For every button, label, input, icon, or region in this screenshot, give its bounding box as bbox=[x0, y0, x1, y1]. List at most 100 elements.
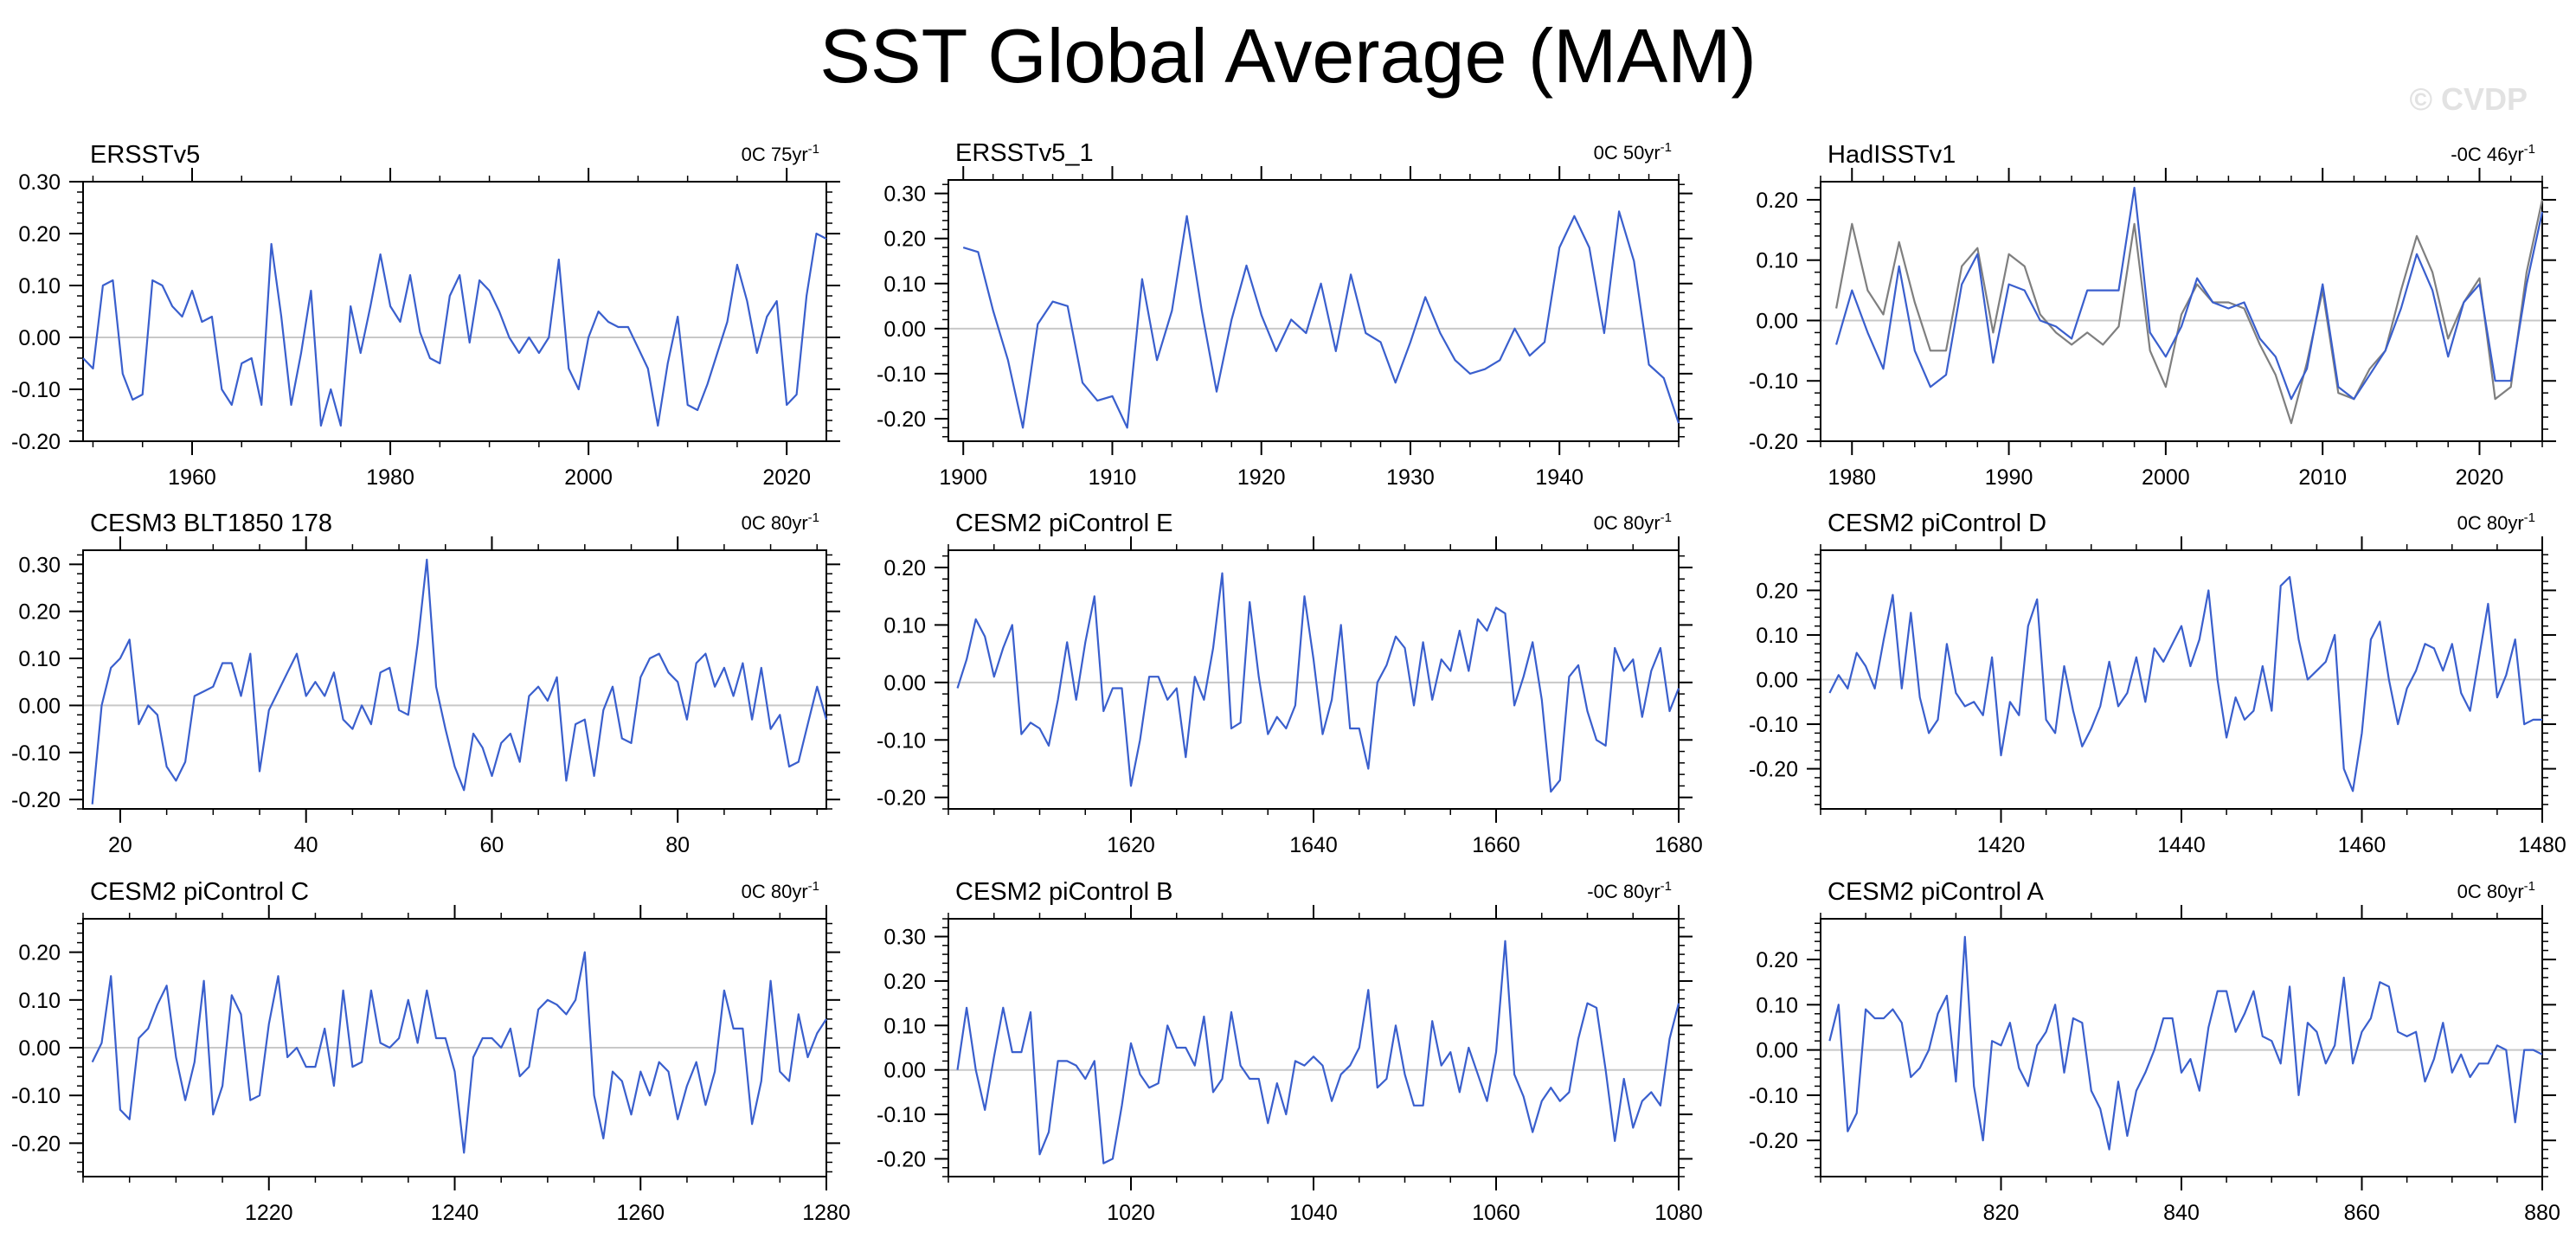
y-tick-label: 0.00 bbox=[18, 326, 61, 350]
series-line bbox=[1835, 186, 2544, 401]
trend-label: -0C 46yr-1 bbox=[2451, 142, 2535, 165]
x-tick-label: 1930 bbox=[1386, 465, 1435, 490]
y-tick-label: -0.10 bbox=[877, 728, 926, 753]
y-tick-label: 0.20 bbox=[18, 222, 61, 247]
series-line bbox=[962, 210, 1680, 429]
series-line bbox=[956, 940, 1680, 1164]
trend-label: 0C 75yr-1 bbox=[742, 142, 819, 165]
y-tick-label: -0.10 bbox=[11, 741, 61, 766]
y-tick-label: 0.00 bbox=[1756, 669, 1798, 693]
chart-panel: -0.20 -0.10 0.00 0.10 0.20 1420 1440 1460 1480 CE… bbox=[1749, 510, 2566, 857]
x-tick-label: 60 bbox=[480, 833, 504, 857]
x-tick-label: 1280 bbox=[802, 1201, 851, 1225]
panel-title: CESM2 piControl D bbox=[1828, 510, 2046, 537]
y-tick-label: 0.00 bbox=[1756, 1039, 1798, 1063]
x-tick-label: 80 bbox=[665, 833, 690, 857]
x-tick-label: 1940 bbox=[1535, 465, 1584, 490]
y-tick-label: 0.20 bbox=[883, 228, 926, 252]
x-tick-label: 1480 bbox=[2518, 833, 2566, 857]
y-tick-label: 0.20 bbox=[18, 941, 61, 966]
x-tick-label: 40 bbox=[294, 833, 318, 857]
panel-title: CESM2 piControl B bbox=[955, 878, 1172, 906]
trend-label: -0C 80yr-1 bbox=[1587, 879, 1672, 902]
y-tick-label: 0.10 bbox=[883, 613, 926, 638]
x-tick-label: 1420 bbox=[1977, 833, 2026, 857]
plot-frame bbox=[82, 549, 827, 810]
plot-frame bbox=[948, 918, 1680, 1177]
x-tick-label: 1060 bbox=[1472, 1201, 1520, 1225]
y-tick-label: -0.20 bbox=[11, 788, 61, 812]
y-tick-label: 0.00 bbox=[18, 694, 61, 718]
x-tick-label: 1960 bbox=[168, 465, 216, 490]
trend-value: -0C 80yr bbox=[1587, 881, 1660, 902]
y-tick-label: 0.00 bbox=[883, 318, 926, 342]
x-tick-label: 860 bbox=[2344, 1201, 2380, 1225]
y-tick-label: 0.00 bbox=[18, 1036, 61, 1061]
y-tick-label: -0.20 bbox=[1749, 430, 1798, 454]
y-tick-label: -0.20 bbox=[877, 407, 926, 432]
x-tick-label: 2020 bbox=[762, 465, 811, 490]
y-tick-label: 0.00 bbox=[883, 671, 926, 696]
x-tick-label: 2020 bbox=[2456, 465, 2504, 490]
trend-unit-exponent: -1 bbox=[2524, 142, 2535, 157]
panel-title: ERSSTv5 bbox=[90, 141, 200, 169]
plot-frame bbox=[82, 181, 827, 442]
series-line bbox=[1828, 575, 2542, 792]
x-tick-label: 1260 bbox=[616, 1201, 665, 1225]
chart-panel: -0.20 -0.10 0.00 0.10 0.20 1980 1990 2000 2010 20… bbox=[1749, 141, 2556, 490]
y-tick-label: -0.20 bbox=[1749, 1129, 1798, 1153]
trend-unit-exponent: -1 bbox=[2524, 879, 2535, 894]
y-tick-label: -0.10 bbox=[1749, 369, 1798, 394]
y-tick-label: 0.10 bbox=[1756, 249, 1798, 273]
trend-label: 0C 50yr-1 bbox=[1594, 140, 1672, 164]
plot-frame bbox=[1820, 181, 2543, 442]
x-tick-label: 1080 bbox=[1654, 1201, 1703, 1225]
x-tick-label: 1620 bbox=[1107, 833, 1155, 857]
y-tick-label: 0.10 bbox=[1756, 993, 1798, 1017]
y-tick-label: -0.10 bbox=[1749, 1084, 1798, 1108]
y-tick-label: 0.00 bbox=[1756, 309, 1798, 333]
y-tick-label: -0.20 bbox=[877, 786, 926, 811]
panel-title: CESM2 piControl C bbox=[90, 878, 309, 906]
x-tick-label: 1980 bbox=[1828, 465, 1876, 490]
trend-value: 0C 50yr bbox=[1594, 142, 1661, 164]
y-tick-label: 0.30 bbox=[18, 170, 61, 195]
panel-title: ERSSTv5_1 bbox=[955, 139, 1094, 167]
y-tick-label: -0.10 bbox=[877, 1103, 926, 1127]
y-tick-label: 0.10 bbox=[883, 1014, 926, 1038]
trend-value: 0C 80yr bbox=[742, 881, 808, 902]
chart-panel: -0.20 -0.10 0.00 0.10 0.20 0.30 1900 1910 1920 19… bbox=[877, 139, 1693, 490]
series-line bbox=[91, 951, 827, 1154]
series-line bbox=[82, 232, 827, 427]
x-tick-label: 1040 bbox=[1289, 1201, 1338, 1225]
x-tick-label: 20 bbox=[108, 833, 132, 857]
trend-value: -0C 46yr bbox=[2451, 144, 2523, 165]
chart-panel: -0.20 -0.10 0.00 0.10 0.20 1220 1240 1260 1280 CE… bbox=[11, 878, 851, 1225]
y-tick-label: 0.30 bbox=[883, 183, 926, 207]
x-tick-label: 1020 bbox=[1107, 1201, 1155, 1225]
x-tick-label: 2000 bbox=[2142, 465, 2190, 490]
y-tick-label: 0.30 bbox=[18, 553, 61, 577]
x-tick-label: 1220 bbox=[245, 1201, 293, 1225]
y-tick-label: 0.00 bbox=[883, 1059, 926, 1083]
y-tick-label: 0.10 bbox=[883, 273, 926, 297]
y-tick-label: 0.10 bbox=[1756, 624, 1798, 648]
x-tick-label: 1680 bbox=[1654, 833, 1703, 857]
series-line bbox=[1828, 935, 2543, 1151]
y-tick-label: 0.20 bbox=[883, 556, 926, 581]
x-tick-label: 840 bbox=[2163, 1201, 2200, 1225]
x-tick-label: 820 bbox=[1983, 1201, 2020, 1225]
y-tick-label: -0.10 bbox=[877, 362, 926, 387]
panel-title: CESM2 piControl A bbox=[1828, 878, 2044, 906]
reference-series-line bbox=[1835, 199, 2544, 425]
y-tick-label: 0.20 bbox=[883, 970, 926, 994]
trend-value: 0C 75yr bbox=[742, 144, 808, 165]
cvdp-watermark: © CVDP bbox=[2409, 81, 2528, 117]
chart-panel: -0.20 -0.10 0.00 0.10 0.20 0.30 1960 1980 2000 20… bbox=[11, 141, 840, 490]
trend-unit-exponent: -1 bbox=[1661, 510, 1672, 525]
trend-label: 0C 80yr-1 bbox=[2457, 510, 2535, 534]
series-line bbox=[91, 558, 828, 805]
chart-panel: -0.20 -0.10 0.00 0.10 0.20 0.30 1020 1040 1060 10… bbox=[877, 878, 1703, 1225]
trend-label: 0C 80yr-1 bbox=[742, 510, 819, 534]
page-title: SST Global Average (MAM) bbox=[819, 13, 1757, 99]
